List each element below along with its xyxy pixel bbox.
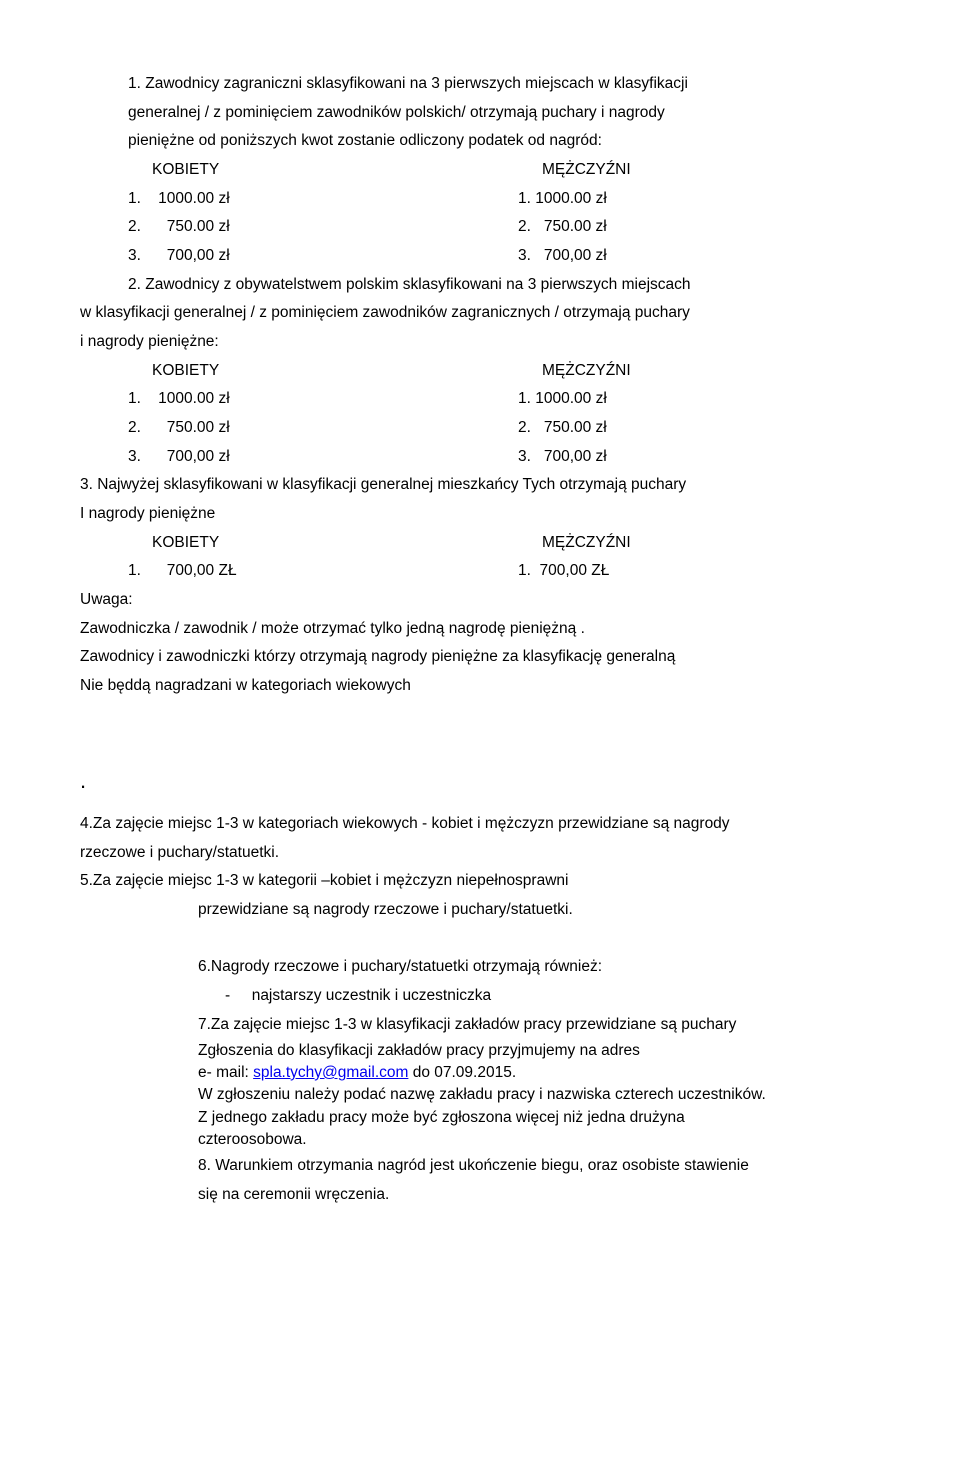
col-kobiety: KOBIETY (80, 529, 542, 558)
uwaga-line3: Nie będdą nagradzani w kategoriach wieko… (80, 672, 880, 701)
prize-row: 1. 1000.00 zł 1. 1000.00 zł (80, 185, 880, 214)
paragraph-1: 1. Zawodnicy zagraniczni sklasyfikowani … (80, 70, 880, 156)
col-mezczyzni: MĘŻCZYŹNI (542, 357, 880, 386)
zgl-line3: W zgłoszeniu należy podać nazwę zakładu … (198, 1084, 880, 1106)
p3-line1: 3. Najwyżej sklasyfikowani w klasyfikacj… (80, 471, 880, 500)
p1-line2: generalnej / z pominięciem zawodników po… (128, 99, 880, 128)
prize-header-3: KOBIETY MĘŻCZYŹNI (80, 529, 880, 558)
p8-line2: się na ceremonii wręczenia. (198, 1181, 880, 1210)
prize-right: 2. 750.00 zł (518, 414, 880, 443)
zgl-line1: Zgłoszenia do klasyfikacji zakładów prac… (198, 1040, 880, 1062)
prize-left: 1. 700,00 ZŁ (80, 557, 518, 586)
p4-line1: 4.Za zajęcie miejsc 1-3 w kategoriach wi… (80, 810, 880, 839)
uwaga-line2: Zawodnicy i zawodniczki którzy otrzymają… (80, 643, 880, 672)
zgl-line4: Z jednego zakładu pracy może być zgłoszo… (198, 1107, 880, 1129)
p6-bullet: - najstarszy uczestnik i uczestniczka (80, 982, 880, 1011)
point-5: 5.Za zajęcie miejsc 1-3 w kategorii –kob… (80, 867, 880, 924)
prize-row-single: 1. 700,00 ZŁ 1. 700,00 ZŁ (80, 557, 880, 586)
prize-left: 1. 1000.00 zł (80, 385, 518, 414)
prize-right: 3. 700,00 zł (518, 242, 880, 271)
prize-row: 3. 700,00 zł 3. 700,00 zł (80, 242, 880, 271)
prize-header-1: KOBIETY MĘŻCZYŹNI (80, 156, 880, 185)
uwaga-heading: Uwaga: (80, 586, 880, 615)
col-mezczyzni: MĘŻCZYŹNI (542, 529, 880, 558)
col-kobiety: KOBIETY (80, 156, 542, 185)
uwaga-line1: Zawodniczka / zawodnik / może otrzymać t… (80, 615, 880, 644)
p5-line1: 5.Za zajęcie miejsc 1-3 w kategorii –kob… (80, 867, 880, 896)
p7-line1: 7.Za zajęcie miejsc 1-3 w klasyfikacji z… (198, 1011, 880, 1040)
prize-right: 1. 1000.00 zł (518, 185, 880, 214)
point-6: 6.Nagrody rzeczowe i puchary/statuetki o… (80, 953, 880, 982)
p8-line1: 8. Warunkiem otrzymania nagród jest ukoń… (198, 1152, 880, 1181)
prize-left: 1. 1000.00 zł (80, 185, 518, 214)
prize-left: 3. 700,00 zł (80, 242, 518, 271)
p2-line3: i nagrody pieniężne: (80, 328, 880, 357)
p6-line1: 6.Nagrody rzeczowe i puchary/statuetki o… (198, 953, 880, 982)
p4-line2: rzeczowe i puchary/statuetki. (80, 839, 880, 868)
prize-row: 3. 700,00 zł 3. 700,00 zł (80, 443, 880, 472)
zgloszenia: Zgłoszenia do klasyfikacji zakładów prac… (80, 1040, 880, 1152)
prize-right: 1. 1000.00 zł (518, 385, 880, 414)
prize-right: 3. 700,00 zł (518, 443, 880, 472)
prize-header-2: KOBIETY MĘŻCZYŹNI (80, 357, 880, 386)
prize-row: 2. 750.00 zł 2. 750.00 zł (80, 213, 880, 242)
col-mezczyzni: MĘŻCZYŹNI (542, 156, 880, 185)
paragraph-2: 2. Zawodnicy z obywatelstwem polskim skl… (80, 271, 880, 357)
point-7: 7.Za zajęcie miejsc 1-3 w klasyfikacji z… (80, 1011, 880, 1040)
prize-right: 2. 750.00 zł (518, 213, 880, 242)
zgl-line2: e- mail: spla.tychy@gmail.com do 07.09.2… (198, 1062, 880, 1084)
paragraph-3: 3. Najwyżej sklasyfikowani w klasyfikacj… (80, 471, 880, 528)
p2-line1: 2. Zawodnicy z obywatelstwem polskim skl… (80, 271, 880, 300)
p2-line2: w klasyfikacji generalnej / z pominięcie… (80, 299, 880, 328)
p1-line1: 1. Zawodnicy zagraniczni sklasyfikowani … (128, 70, 880, 99)
zgl-suffix: do 07.09.2015. (408, 1064, 516, 1081)
point-4: 4.Za zajęcie miejsc 1-3 w kategoriach wi… (80, 810, 880, 867)
zgl-prefix: e- mail: (198, 1064, 253, 1081)
prize-row: 2. 750.00 zł 2. 750.00 zł (80, 414, 880, 443)
lone-dot: . (80, 770, 880, 792)
prize-left: 3. 700,00 zł (80, 443, 518, 472)
p5-line2: przewidziane są nagrody rzeczowe i pucha… (80, 896, 880, 925)
prize-left: 2. 750.00 zł (80, 213, 518, 242)
col-kobiety: KOBIETY (80, 357, 542, 386)
p3-line2: I nagrody pieniężne (80, 500, 880, 529)
p1-line3: pieniężne od poniższych kwot zostanie od… (128, 127, 880, 156)
email-link[interactable]: spla.tychy@gmail.com (253, 1064, 408, 1081)
prize-left: 2. 750.00 zł (80, 414, 518, 443)
prize-right: 1. 700,00 ZŁ (518, 557, 880, 586)
zgl-line5: czteroosobowa. (198, 1129, 880, 1151)
prize-row: 1. 1000.00 zł 1. 1000.00 zł (80, 385, 880, 414)
point-8: 8. Warunkiem otrzymania nagród jest ukoń… (80, 1152, 880, 1209)
